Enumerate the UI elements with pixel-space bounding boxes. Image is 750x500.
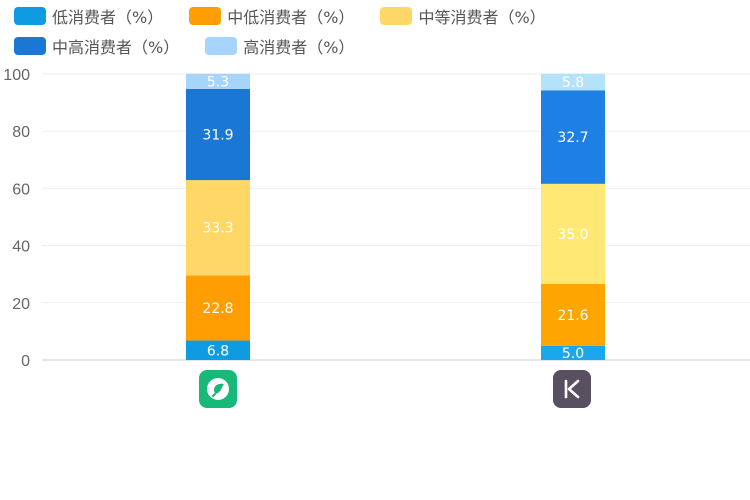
bar-segment [541,90,605,184]
legend-swatch [14,7,46,25]
k-app-icon [553,370,591,408]
legend-item[interactable]: 中低消费者（%） [189,4,354,28]
y-tick-label: 0 [21,353,30,370]
legend-swatch [189,7,222,25]
bar-segment [541,345,605,360]
legend-item[interactable]: 高消费者（%） [205,34,354,58]
legend-label: 中等消费者（%） [418,8,546,27]
legend-label: 低消费者（%） [52,8,164,27]
legend-swatch [380,7,413,25]
bar-segment [186,180,250,276]
legend-item[interactable]: 低消费者（%） [14,4,163,28]
data-label: 5.3 [207,74,229,90]
data-label: 22.8 [202,301,233,317]
bar-segment [541,73,605,91]
legend-swatch [14,37,46,55]
bar-segment [186,275,250,341]
data-label: 35.0 [557,227,588,243]
data-label: 5.8 [562,75,584,91]
legend-label: 高消费者（%） [243,38,355,57]
data-label: 5.0 [562,346,584,362]
legend-item[interactable]: 中等消费者（%） [380,4,546,28]
legend-label: 中高消费者（%） [52,38,180,57]
legend-item[interactable]: 中高消费者（%） [14,34,179,58]
data-label: 31.9 [202,127,233,143]
y-tick-label: 80 [12,124,30,141]
y-tick-label: 60 [12,181,30,198]
bar-segment [186,340,250,360]
data-label: 6.8 [207,343,229,359]
legend: 低消费者（%） 中低消费者（%） 中等消费者（%） 中高消费者（%） 高消费者（%） [14,4,744,64]
green-leaf-app-icon [199,370,237,408]
bar-segment [541,183,605,284]
bar-segment [541,283,605,346]
y-tick-label: 20 [12,296,30,313]
y-tick-label: 100 [3,67,30,84]
bar-segment [186,88,250,181]
data-label: 33.3 [202,221,233,237]
legend-label: 中低消费者（%） [227,8,355,27]
y-tick-label: 40 [12,239,30,256]
bar-segment [186,73,250,89]
data-label: 21.6 [557,308,588,324]
data-label: 32.7 [557,130,588,146]
legend-swatch [205,37,238,55]
